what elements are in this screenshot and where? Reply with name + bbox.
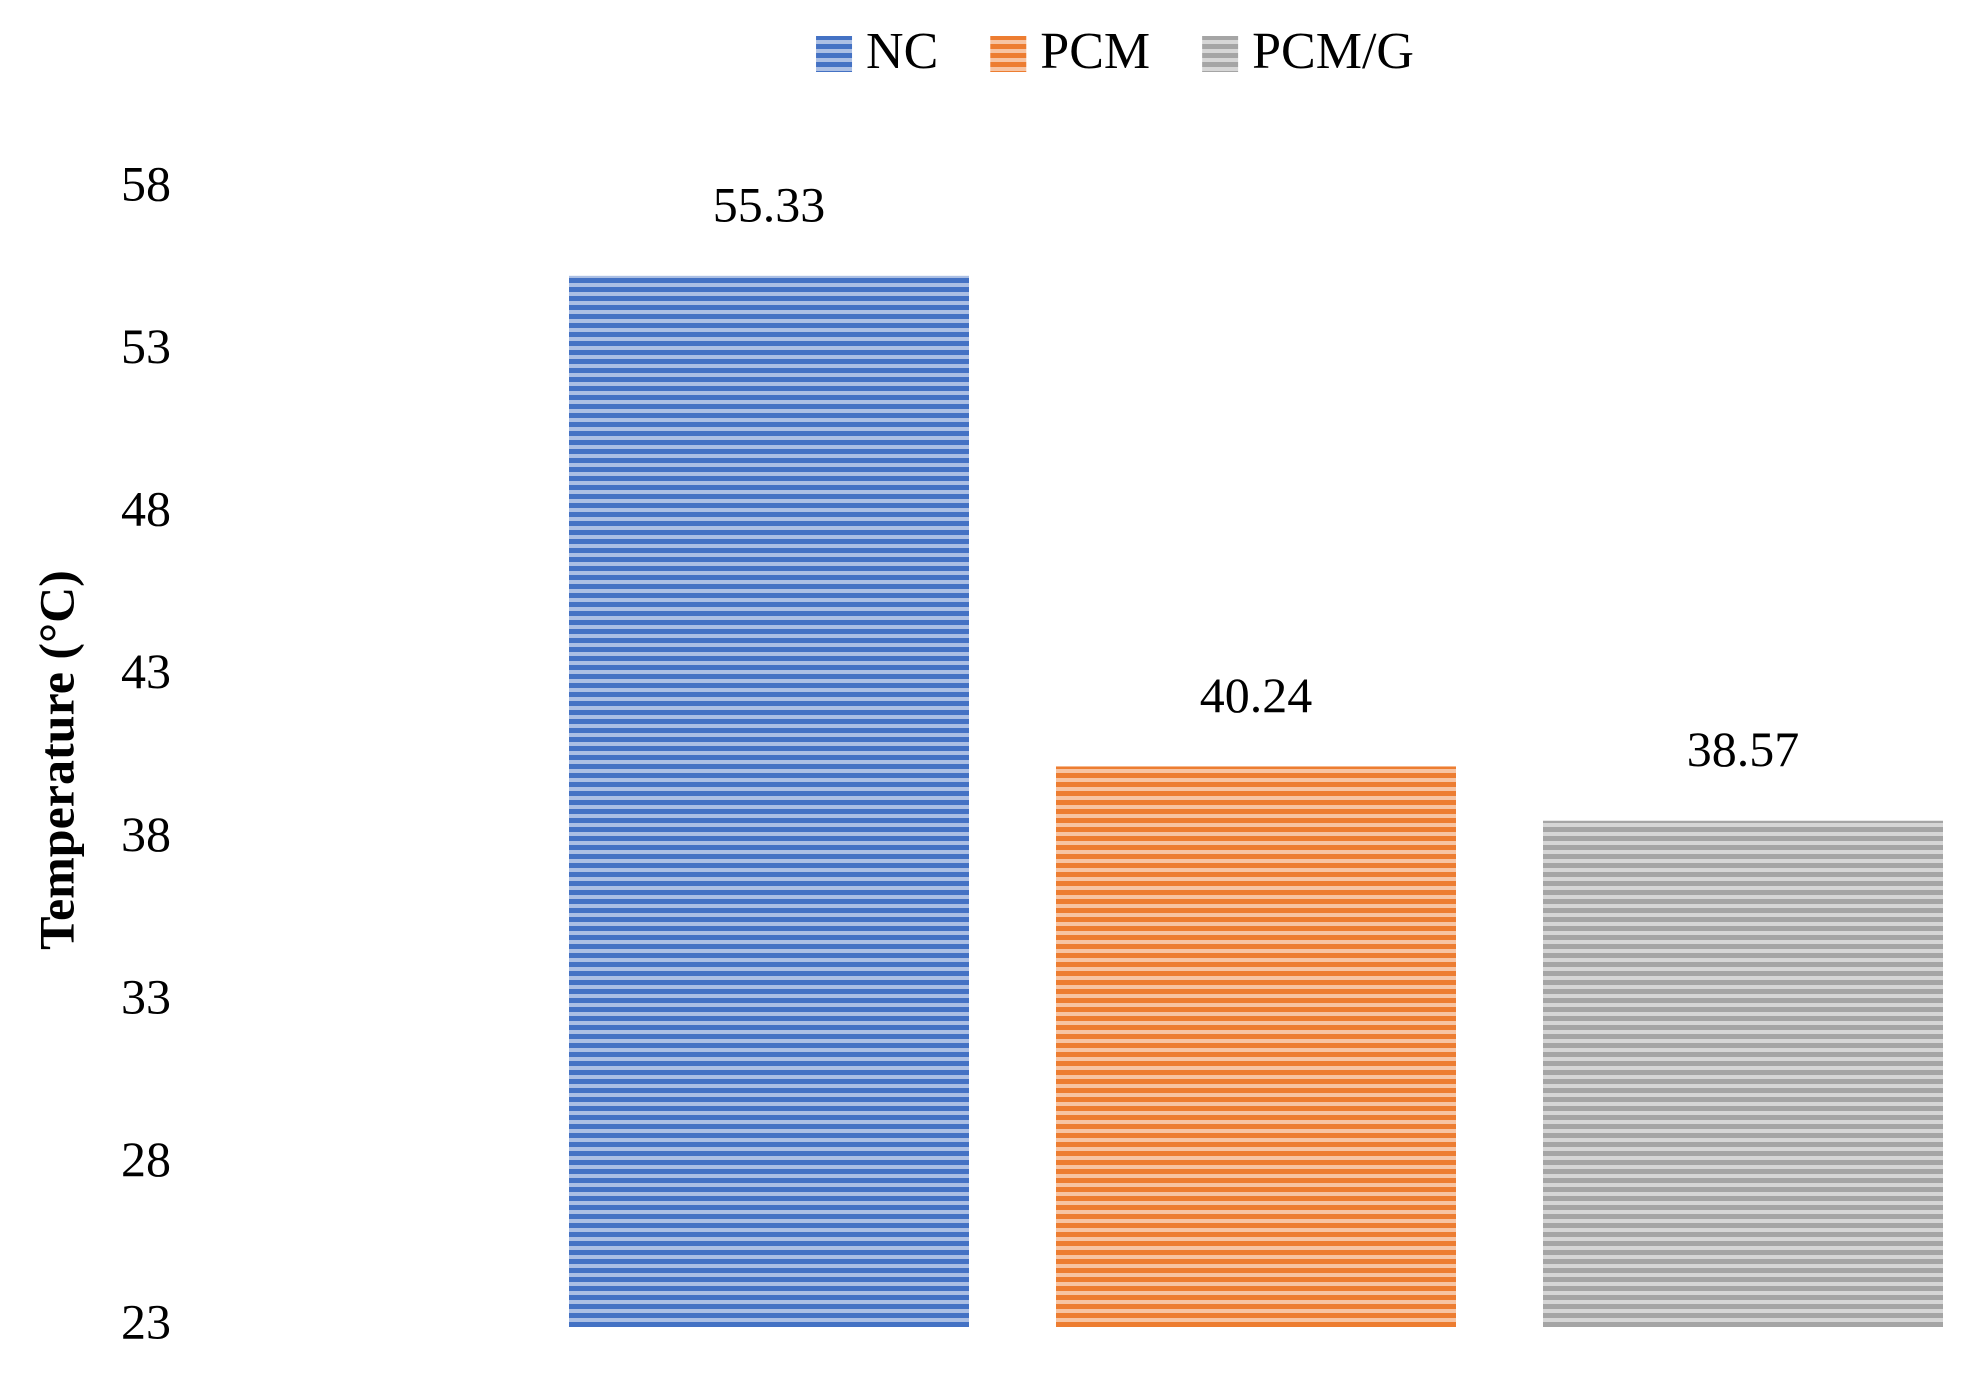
legend-label: NC: [866, 23, 938, 80]
y-axis-label: Temperature (°C): [28, 570, 84, 950]
legend-swatch: [816, 36, 853, 72]
data-label: 40.24: [1200, 667, 1313, 723]
y-tick-label: 58: [121, 155, 171, 211]
data-label: 55.33: [713, 176, 826, 232]
y-tick-label: 43: [121, 643, 171, 699]
legend-label: PCM: [1040, 23, 1150, 80]
y-tick-label: 38: [121, 806, 171, 862]
data-label: 38.57: [1687, 721, 1800, 777]
y-tick-label: 53: [121, 318, 171, 374]
bar: [569, 275, 969, 1328]
y-tick-label: 23: [121, 1293, 171, 1349]
y-tick-label: 33: [121, 968, 171, 1024]
legend-swatch: [1202, 36, 1239, 72]
bar: [1543, 820, 1943, 1327]
legend-label: PCM/G: [1252, 23, 1414, 80]
bar: [1056, 766, 1456, 1327]
y-tick-label: 48: [121, 481, 171, 537]
legend-swatch: [990, 36, 1027, 72]
y-tick-label: 28: [121, 1131, 171, 1187]
